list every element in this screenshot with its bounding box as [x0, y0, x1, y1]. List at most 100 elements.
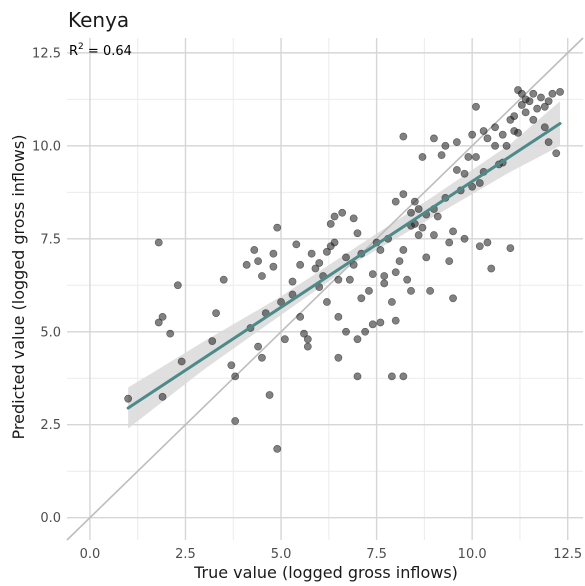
data-point	[353, 372, 362, 381]
x-tick-label: 12.5	[553, 547, 582, 562]
data-point	[177, 357, 186, 366]
data-point	[124, 394, 133, 403]
data-point	[288, 277, 297, 286]
data-point	[418, 153, 427, 161]
data-point	[521, 108, 530, 117]
data-point	[537, 93, 545, 102]
data-point	[387, 372, 396, 381]
data-point	[468, 130, 477, 139]
data-point	[544, 138, 553, 147]
data-point	[231, 417, 240, 425]
data-point	[250, 246, 259, 254]
data-point	[269, 249, 278, 258]
data-point	[514, 128, 522, 137]
r-squared-annotation: R2 = 0.64	[69, 42, 132, 59]
data-point	[273, 444, 282, 453]
data-point	[365, 286, 373, 295]
data-point	[361, 327, 370, 336]
data-point	[517, 101, 526, 109]
data-point	[334, 312, 343, 321]
data-point	[498, 130, 507, 139]
data-point	[479, 127, 488, 135]
data-point	[433, 212, 442, 221]
data-point	[208, 337, 217, 345]
y-tick-label: 7.5	[40, 232, 61, 247]
data-point	[265, 391, 274, 399]
data-point	[475, 179, 484, 187]
data-point	[323, 298, 331, 306]
data-point	[307, 249, 316, 258]
data-point	[380, 279, 389, 288]
data-point	[258, 272, 266, 280]
y-tick-labels: 0.0 2.5 5.0 7.5 10.0 12.5	[32, 46, 61, 526]
data-point	[154, 238, 163, 247]
data-point	[445, 257, 454, 266]
data-point	[426, 286, 435, 295]
data-point	[556, 88, 564, 96]
data-point	[296, 260, 305, 269]
data-point	[510, 112, 519, 120]
data-point	[506, 244, 515, 252]
grid	[67, 38, 583, 540]
data-point	[395, 257, 404, 266]
data-point	[483, 134, 492, 143]
data-point	[330, 238, 339, 247]
x-tick-labels: 0.0 2.5 5.0 7.5 10.0 12.5	[80, 547, 583, 562]
data-point	[345, 275, 354, 284]
data-point	[212, 309, 220, 318]
r-squared-superscript: 2	[78, 42, 84, 52]
data-point	[521, 95, 530, 104]
data-point	[460, 169, 469, 178]
data-point	[376, 246, 385, 254]
data-point	[311, 264, 320, 273]
y-tick-label: 10.0	[32, 139, 61, 154]
data-point	[475, 242, 484, 251]
data-point	[445, 238, 454, 247]
data-point	[254, 257, 263, 266]
data-point	[452, 166, 461, 174]
identity-line-layer	[66, 37, 584, 541]
data-point	[529, 89, 538, 98]
data-point	[460, 234, 469, 243]
data-point	[154, 318, 163, 327]
r-squared-prefix: R	[69, 44, 78, 59]
data-point	[422, 253, 431, 262]
data-point	[303, 335, 312, 344]
y-tick-label: 5.0	[40, 325, 61, 340]
data-point	[437, 151, 446, 160]
data-point	[334, 353, 343, 362]
y-axis-title: Predicted value (logged gross inflows)	[9, 135, 28, 440]
data-point	[357, 294, 366, 303]
data-point	[540, 102, 549, 111]
data-point	[315, 259, 324, 267]
data-point	[303, 342, 312, 351]
data-point	[353, 335, 362, 344]
data-point	[280, 335, 289, 344]
data-point	[292, 240, 301, 249]
data-point	[391, 316, 400, 325]
data-point	[410, 197, 419, 206]
data-point	[254, 342, 263, 351]
data-point	[430, 231, 438, 239]
data-point	[323, 247, 331, 256]
data-point	[548, 89, 557, 98]
data-point	[173, 281, 182, 290]
data-point	[441, 141, 450, 150]
data-point	[449, 294, 457, 303]
data-point	[158, 392, 167, 401]
data-point	[491, 123, 499, 132]
data-point	[464, 153, 473, 161]
data-point	[330, 212, 339, 221]
y-tick-label: 12.5	[32, 46, 61, 61]
data-point	[544, 97, 553, 106]
data-point	[376, 318, 385, 327]
points-layer	[124, 86, 564, 453]
data-point	[219, 275, 228, 284]
data-point	[491, 141, 499, 150]
data-point	[342, 253, 350, 262]
data-point	[231, 372, 240, 381]
identity-line	[66, 37, 584, 541]
data-point	[326, 220, 335, 228]
data-point	[529, 115, 538, 124]
